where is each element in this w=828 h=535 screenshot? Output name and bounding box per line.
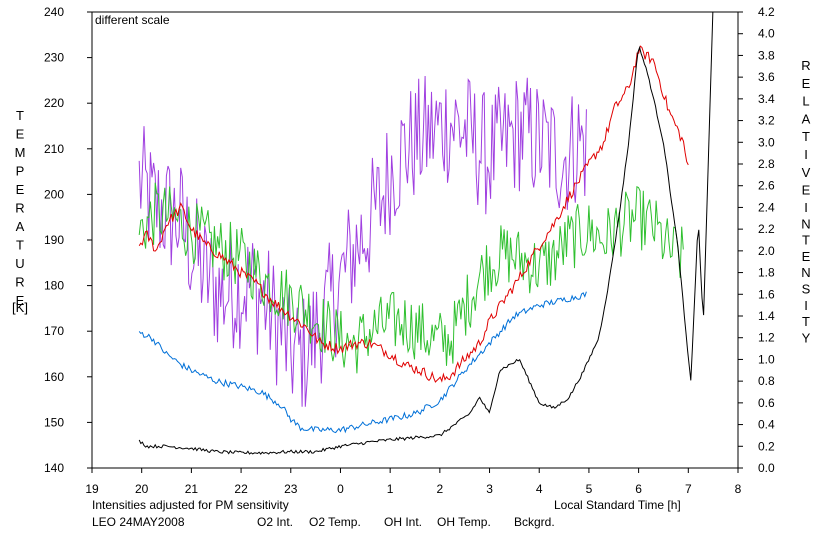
legend-item: OH Int. [384, 515, 422, 529]
legend-item: LEO 24MAY2008 [92, 515, 185, 529]
y-left-label-letter: E [16, 182, 25, 197]
annotation-different-scale: different scale [95, 13, 170, 27]
y-left-tick-label: 190 [44, 233, 64, 247]
y-right-tick-label: 0.2 [758, 439, 775, 453]
y-right-tick-label: 0.8 [758, 374, 775, 388]
x-tick-label: 2 [437, 482, 444, 496]
y-right-label-letter: A [802, 111, 811, 126]
y-right-label-letter: E [802, 76, 811, 91]
series-oh-int [138, 45, 689, 383]
y-right-tick-label: 1.2 [758, 331, 775, 345]
y-left-label-letter: T [16, 238, 24, 253]
y-right-tick-label: 2.6 [758, 179, 775, 193]
labels-layer: 19 20 21 22 23 0 1 2 3 4 5 6 7 8140150160170180190200… [12, 5, 811, 529]
legend-item: O2 Temp. [309, 515, 361, 529]
series-layer [138, 12, 714, 455]
x-tick-label: 5 [586, 482, 593, 496]
y-left-tick-label: 180 [44, 279, 64, 293]
y-right-tick-label: 3.2 [758, 114, 775, 128]
y-right-label-letter: E [802, 183, 811, 198]
y-right-label-letter: N [801, 216, 810, 231]
y-right-tick-label: 0.4 [758, 418, 775, 432]
axes-layer [87, 11, 743, 473]
x-tick-label: 23 [284, 482, 298, 496]
y-left-label-letter: T [16, 108, 24, 123]
y-left-tick-label: 210 [44, 142, 64, 156]
y-right-label-letter: V [802, 165, 811, 180]
y-right-tick-label: 3.4 [758, 92, 775, 106]
series-bckgrd [138, 12, 714, 455]
y-right-label-letter: S [802, 282, 811, 297]
y-left-label-letter: R [15, 275, 24, 290]
series-oh-temp [138, 182, 684, 374]
y-right-label-letter: T [802, 129, 810, 144]
x-axis-label: Local Standard Time [h] [554, 498, 681, 512]
y-right-tick-label: 2.8 [758, 157, 775, 171]
x-tick-label: 0 [337, 482, 344, 496]
x-tick-label: 20 [135, 482, 149, 496]
y-right-tick-label: 4.2 [758, 5, 775, 19]
y-right-tick-label: 0.0 [758, 461, 775, 475]
x-tick-label: 8 [735, 482, 742, 496]
x-tick-label: 6 [635, 482, 642, 496]
y-right-tick-label: 0.6 [758, 396, 775, 410]
y-right-tick-label: 1.8 [758, 266, 775, 280]
series-o2-temp [138, 75, 587, 407]
y-right-label-letter: I [804, 200, 808, 215]
y-left-label-letter: A [16, 219, 25, 234]
y-left-tick-label: 220 [44, 96, 64, 110]
x-tick-label: 22 [234, 482, 248, 496]
y-left-tick-label: 240 [44, 5, 64, 19]
y-left-label-letter: U [15, 256, 24, 271]
y-right-tick-label: 3.6 [758, 70, 775, 84]
y-left-label-letter: E [16, 293, 25, 308]
y-right-tick-label: 1.4 [758, 309, 775, 323]
y-right-tick-label: 2.4 [758, 200, 775, 214]
y-right-tick-label: 2.2 [758, 222, 775, 236]
y-right-tick-label: 3.0 [758, 135, 775, 149]
y-left-unit: [K] [12, 300, 28, 315]
y-left-tick-label: 140 [44, 461, 64, 475]
x-tick-label: 4 [536, 482, 543, 496]
y-right-label-letter: Y [802, 330, 811, 345]
y-left-label-letter: M [15, 145, 26, 160]
legend-item: O2 Int. [257, 515, 293, 529]
y-right-label-letter: N [801, 265, 810, 280]
y-right-label-letter: I [804, 147, 808, 162]
x-tick-label: 21 [185, 482, 199, 496]
y-right-label-letter: T [802, 314, 810, 329]
y-right-label-letter: L [802, 94, 809, 109]
y-right-tick-label: 4.0 [758, 27, 775, 41]
annotation-pm-sensitivity: Intensities adjusted for PM sensitivity [92, 498, 289, 512]
y-right-label-letter: E [802, 249, 811, 264]
series-o2-int [138, 291, 587, 434]
legend-item: Bckgrd. [514, 515, 555, 529]
x-tick-label: 1 [387, 482, 394, 496]
y-right-label-letter: I [804, 298, 808, 313]
y-right-tick-label: 2.0 [758, 244, 775, 258]
x-tick-label: 3 [486, 482, 493, 496]
y-left-tick-label: 230 [44, 51, 64, 65]
y-right-tick-label: 3.8 [758, 48, 775, 62]
y-left-label-letter: P [16, 164, 25, 179]
y-left-label-letter: E [16, 127, 25, 142]
y-left-tick-label: 170 [44, 324, 64, 338]
y-right-label-letter: R [801, 58, 810, 73]
x-tick-label: 7 [685, 482, 692, 496]
x-tick-label: 19 [85, 482, 99, 496]
y-left-tick-label: 150 [44, 415, 64, 429]
y-right-label-letter: T [802, 233, 810, 248]
y-left-tick-label: 200 [44, 187, 64, 201]
y-left-label-letter: R [15, 201, 24, 216]
legend-item: OH Temp. [437, 515, 491, 529]
y-right-tick-label: 1.0 [758, 352, 775, 366]
y-right-tick-label: 1.6 [758, 287, 775, 301]
y-left-tick-label: 160 [44, 370, 64, 384]
